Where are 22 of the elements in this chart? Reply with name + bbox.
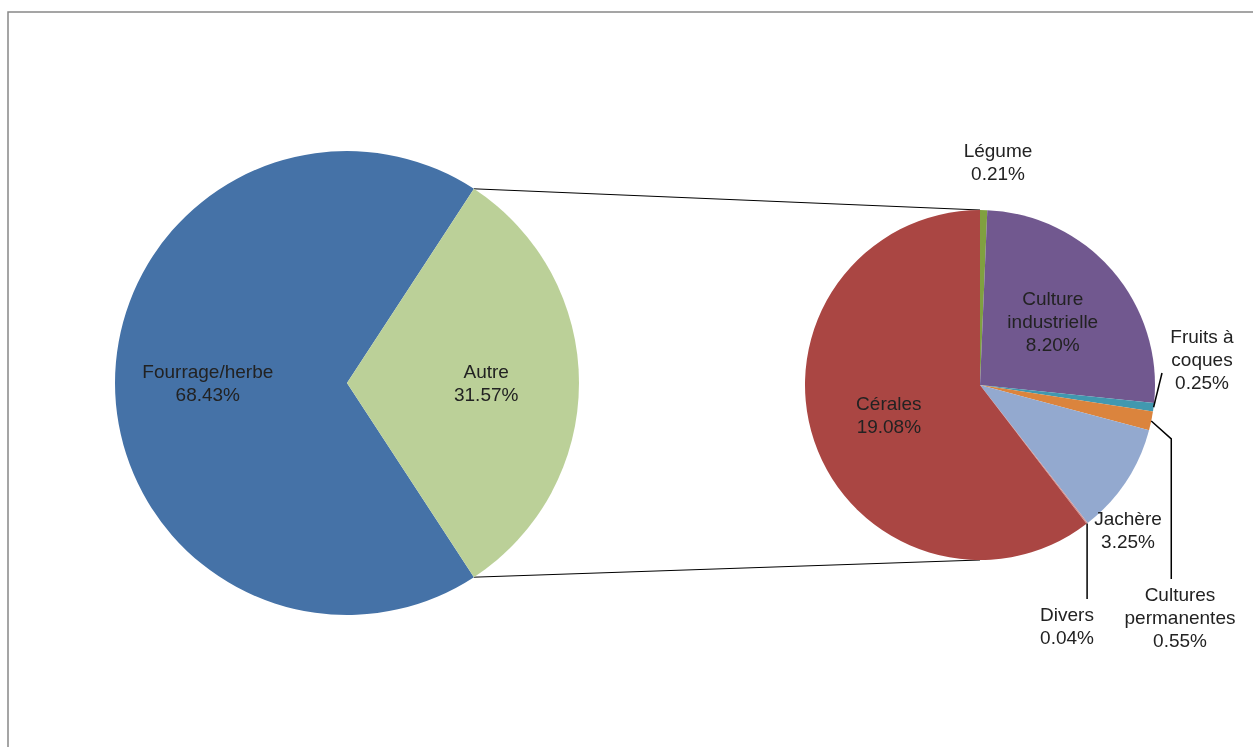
data-label: 31.57%: [453, 383, 519, 405]
slice-label: Légume: [963, 140, 1033, 161]
pie-slice: [980, 385, 1155, 412]
data-label: 3.25%: [1101, 531, 1156, 552]
slice-label: Divers: [1040, 604, 1094, 625]
slice-label: Cérales: [856, 393, 922, 415]
slice-label: Culture industrielle: [1007, 288, 1099, 333]
data-label: 0.21%: [971, 163, 1026, 184]
data-label: 8.20%: [1025, 334, 1080, 356]
slice-label: Fruits à coques: [1170, 326, 1235, 370]
pie-slice: [980, 210, 1155, 403]
data-label: 0.55%: [1153, 630, 1208, 651]
data-label: 0.25%: [1175, 372, 1230, 393]
data-label: 19.08%: [856, 416, 922, 438]
slice-label: Autre: [463, 360, 509, 382]
slice-label: Fourrage/herbe: [142, 360, 274, 382]
data-label: 0.04%: [1040, 627, 1095, 648]
pie-slice: [347, 188, 579, 578]
slice-label: Jachère: [1094, 508, 1162, 529]
pie-slice: [980, 385, 1153, 431]
slice-label: Cultures permanentes: [1124, 584, 1236, 628]
data-label: 68.43%: [175, 383, 241, 405]
